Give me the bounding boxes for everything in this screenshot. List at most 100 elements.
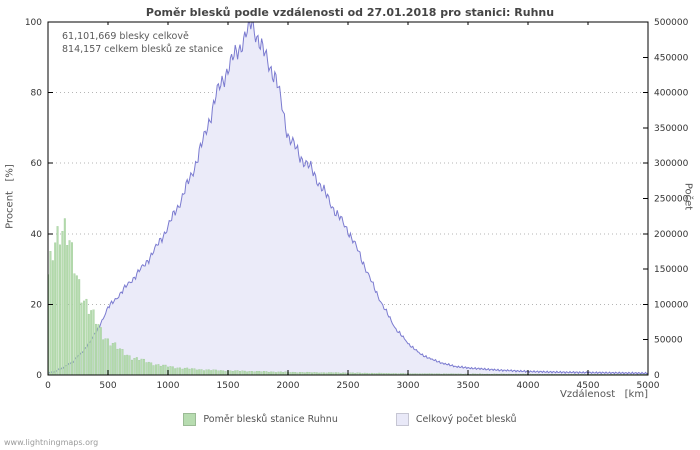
ratio-bar [311, 372, 313, 375]
legend-label: Poměr blesků stanice Ruhnu [203, 414, 338, 425]
ratio-bar [416, 373, 419, 375]
ratio-bar [181, 368, 184, 375]
ratio-bar [260, 371, 263, 375]
ratio-bar [409, 373, 412, 375]
ratio-bar [73, 273, 76, 375]
ratio-bar [421, 373, 424, 375]
ratio-bar [78, 279, 81, 375]
ratio-bar [337, 372, 340, 375]
left-tick-label: 80 [31, 89, 43, 99]
x-tick-label: 1000 [157, 381, 180, 391]
ratio-bar [131, 359, 133, 375]
ratio-bar [174, 368, 177, 375]
ratio-bar [179, 367, 181, 375]
ratio-bar [193, 368, 196, 375]
ratio-bar [119, 348, 121, 375]
x-axis-label: Vzdálenost [km] [560, 389, 648, 400]
ratio-bar [150, 362, 153, 375]
ratio-bar [61, 231, 64, 375]
ratio-bar [205, 369, 208, 375]
legend-item-total-count: Celkový počet blesků [395, 413, 517, 426]
ratio-bar [241, 370, 244, 375]
ratio-bar [143, 358, 145, 375]
ratio-bar [335, 372, 337, 375]
ratio-bar [155, 364, 157, 375]
x-tick-label: 3500 [457, 381, 480, 391]
ratio-bar [159, 365, 162, 375]
ratio-bar [423, 373, 426, 375]
legend-swatch-lavender [395, 413, 409, 426]
ratio-bar [183, 367, 186, 375]
ratio-bar [164, 364, 167, 375]
legend-swatch-green [183, 413, 197, 426]
ratio-bar [267, 371, 270, 375]
ratio-bar [327, 372, 330, 375]
ratio-bar [191, 368, 193, 375]
ratio-bar [395, 373, 397, 375]
ratio-bar [265, 371, 268, 375]
ratio-bar [323, 372, 325, 375]
ratio-bar [219, 370, 222, 375]
ratio-bar [371, 372, 373, 375]
right-tick-label: 350000 [654, 124, 689, 134]
ratio-bar [87, 313, 90, 375]
ratio-bar [390, 373, 393, 375]
x-tick-label: 3000 [397, 381, 420, 391]
ratio-bar [71, 242, 73, 375]
ratio-bar [90, 310, 93, 375]
ratio-bar [59, 244, 61, 375]
ratio-bar [97, 324, 100, 375]
ratio-bar [157, 364, 160, 375]
ratio-bar [373, 373, 376, 375]
ratio-bar [414, 373, 417, 375]
ratio-bar [450, 373, 453, 375]
ratio-bar [308, 372, 311, 375]
left-tick-label: 40 [31, 230, 43, 240]
ratio-bar [320, 372, 323, 375]
ratio-bar [330, 372, 333, 375]
ratio-bar [296, 372, 299, 375]
right-tick-label: 200000 [654, 230, 689, 240]
ratio-bar [231, 371, 234, 375]
ratio-bar [75, 275, 78, 375]
x-tick-label: 2500 [337, 381, 360, 391]
ratio-bar [385, 373, 388, 375]
left-tick-label: 100 [25, 18, 42, 28]
ratio-bar [222, 370, 225, 375]
ratio-bar [92, 309, 95, 375]
ratio-bar [431, 373, 433, 375]
ratio-bar [234, 370, 237, 375]
right-tick-label: 400000 [654, 89, 689, 99]
ratio-bar [282, 372, 285, 375]
x-tick-label: 500 [99, 381, 116, 391]
ratio-bar [217, 370, 220, 375]
right-tick-label: 50000 [654, 336, 683, 346]
ratio-bar [99, 327, 102, 375]
ratio-bar [255, 371, 258, 375]
right-tick-label: 300000 [654, 159, 689, 169]
ratio-bar [354, 372, 357, 375]
ratio-bar [215, 369, 217, 375]
total-count-line [48, 22, 648, 375]
chart-legend: Poměr blesků stanice Ruhnu Celkový počet… [0, 413, 700, 426]
ratio-bar [95, 323, 97, 375]
ratio-bar [361, 373, 364, 375]
ratio-bar [116, 348, 119, 375]
ratio-bar [145, 362, 148, 375]
ratio-bar [169, 366, 172, 375]
watermark-url: www.lightningmaps.org [4, 438, 99, 447]
right-tick-label: 250000 [654, 195, 689, 205]
annotation-total-station: 814,157 celkem blesků ze stanice [62, 44, 224, 55]
ratio-bar [152, 365, 155, 375]
ratio-bar [363, 372, 366, 375]
x-tick-label: 4500 [577, 381, 600, 391]
right-tick-label: 0 [654, 371, 660, 381]
ratio-bar [378, 372, 381, 375]
legend-item-station-ratio: Poměr blesků stanice Ruhnu [183, 413, 338, 426]
ratio-bar [56, 226, 59, 375]
ratio-bar [188, 368, 191, 375]
ratio-bar [102, 339, 105, 375]
ratio-bar [171, 366, 174, 375]
ratio-bar [224, 371, 227, 375]
